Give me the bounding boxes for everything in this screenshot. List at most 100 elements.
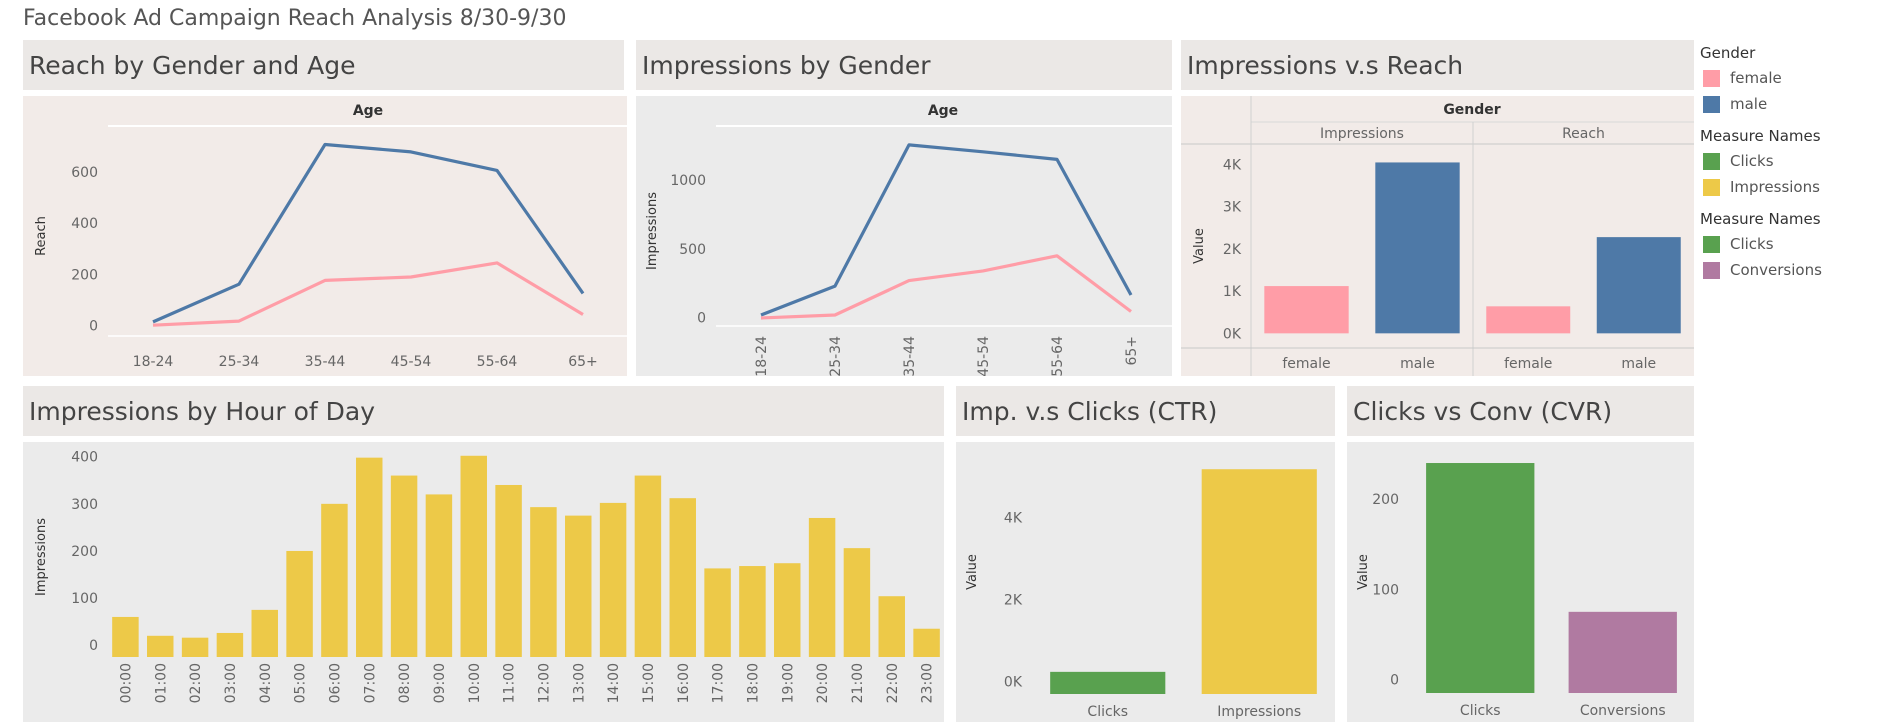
x-tick-label: 14:00: [606, 663, 622, 703]
x-tick-label: male: [1400, 356, 1435, 372]
hourly-panel-title: Impressions by Hour of Day: [23, 386, 944, 436]
legend-item-male[interactable]: male: [1700, 91, 1890, 117]
y-tick-label: 2K: [1223, 242, 1242, 258]
x-tick-label: 18:00: [745, 663, 761, 703]
hour-bar: [147, 635, 174, 657]
conversions-bar: [1568, 611, 1677, 693]
impressions-swatch: [1703, 178, 1720, 196]
hour-bar: [356, 457, 383, 657]
x-tick-label: 22:00: [885, 663, 901, 703]
y-tick-label: 0K: [1004, 675, 1023, 691]
x-tick-label: 08:00: [397, 663, 413, 703]
ctr-chart: 0K 2K 4K Value Clicks Impressions: [956, 442, 1335, 722]
chart-svg: 0 100 200 300 400 Impressions 00:00 01:00 02:00 0…: [34, 450, 940, 703]
legend-item-conversions[interactable]: Conversions: [1700, 257, 1890, 283]
y-tick-label: 4K: [1223, 158, 1242, 174]
x-tick-label: 65+: [1124, 336, 1140, 366]
legend-measure-title: Measure Names: [1700, 127, 1821, 145]
chart-svg: Gender 0K 1K 2K 3K 4K Value Impressions female ma…: [1181, 96, 1694, 376]
hour-bar: [530, 507, 557, 657]
x-tick-label: female: [1282, 356, 1330, 372]
y-tick-label: 200: [71, 267, 98, 283]
dashboard-title: Facebook Ad Campaign Reach Analysis 8/30…: [23, 6, 567, 31]
x-tick-label: 35-44: [902, 336, 918, 376]
hour-bar: [286, 550, 313, 657]
chart-svg: Age 0 500 1000 Impressions 18-24 25-34 35-44 45-…: [645, 103, 1172, 376]
x-tick-label: 25-34: [219, 354, 260, 370]
legend-panel: Gender female male Measure Names Clicks …: [1700, 38, 1890, 283]
x-tick-label: 17:00: [711, 663, 727, 703]
x-tick-label: 45-54: [391, 354, 432, 370]
impressions-gender-panel-title: Impressions by Gender: [636, 40, 1172, 90]
hour-bar: [425, 494, 453, 657]
conversions-swatch: [1703, 261, 1720, 279]
y-tick-label: 0: [1390, 672, 1399, 688]
male-bar: [1375, 162, 1460, 334]
y-axis-title: Impressions: [645, 192, 660, 270]
x-tick-label: 55-64: [1050, 336, 1066, 376]
legend-item-label: female: [1730, 69, 1782, 87]
hour-bar: [843, 548, 871, 657]
chart-svg: Age 0 200 400 600 Reach 18-24 25-34 35-44 45-54 55…: [34, 103, 627, 370]
y-tick-label: 600: [71, 165, 98, 181]
legend-measure-title-2: Measure Names: [1700, 210, 1821, 228]
hour-bar: [460, 455, 487, 657]
ctr-panel-title: Imp. v.s Clicks (CTR): [956, 386, 1335, 436]
y-tick-label: 2K: [1004, 593, 1023, 609]
x-tick-label: 10:00: [467, 663, 483, 703]
chart-header: Age: [928, 103, 958, 119]
x-tick-label: 03:00: [223, 663, 239, 703]
cvr-chart: 0 100 200 Value Clicks Conversions: [1347, 442, 1694, 722]
chart-header: Gender: [1443, 102, 1500, 118]
y-tick-label: 0: [89, 638, 98, 654]
x-tick-label: female: [1504, 356, 1552, 372]
hour-bar: [739, 566, 766, 657]
hour-bar: [599, 502, 627, 657]
clicks-swatch: [1703, 152, 1720, 170]
clicks-bar: [1050, 671, 1166, 694]
legend-item-clicks-2[interactable]: Clicks: [1700, 231, 1890, 257]
legend-item-label: Clicks: [1730, 152, 1774, 170]
y-tick-label: 0K: [1223, 326, 1242, 342]
impressions-gender-chart: Age 0 500 1000 Impressions 18-24 25-34 35-44 45-…: [636, 96, 1172, 376]
female-bar: [1264, 286, 1349, 334]
legend-item-clicks[interactable]: Clicks: [1700, 148, 1890, 174]
y-tick-label: 0: [697, 311, 706, 327]
y-tick-label: 400: [71, 216, 98, 232]
hour-bar: [112, 616, 139, 657]
legend-item-female[interactable]: female: [1700, 65, 1890, 91]
y-tick-label: 4K: [1004, 511, 1023, 527]
male-series-line: [152, 142, 585, 324]
legend-item-label: male: [1730, 95, 1768, 113]
legend-gender-title: Gender: [1700, 44, 1756, 62]
male-swatch: [1703, 95, 1720, 113]
x-tick-label: 15:00: [641, 663, 657, 703]
clicks-swatch: [1703, 235, 1720, 253]
imp-vs-reach-panel-title: Impressions v.s Reach: [1181, 40, 1694, 90]
legend-item-label: Impressions: [1730, 178, 1820, 196]
x-tick-label: Clicks: [1087, 704, 1128, 720]
hour-bar: [669, 498, 696, 657]
y-tick-label: 400: [71, 450, 98, 466]
x-tick-label: 09:00: [432, 663, 448, 703]
x-tick-label: 23:00: [920, 663, 936, 703]
hour-bar: [878, 596, 905, 657]
x-tick-label: 35-44: [305, 354, 346, 370]
x-tick-label: 13:00: [571, 663, 587, 703]
chart-svg: 0K 2K 4K Value Clicks Impressions: [965, 469, 1317, 720]
female-series-line: [760, 254, 1132, 320]
hour-bar: [704, 568, 731, 657]
y-tick-label: 1000: [670, 173, 706, 189]
x-tick-label: 07:00: [362, 663, 378, 703]
x-tick-label: 19:00: [780, 663, 796, 703]
imp-vs-reach-chart: Gender 0K 1K 2K 3K 4K Value Impressions female ma…: [1181, 96, 1694, 376]
x-tick-label: 06:00: [327, 663, 343, 703]
y-axis-title: Impressions: [34, 518, 49, 596]
legend-item-impressions[interactable]: Impressions: [1700, 174, 1890, 200]
hour-bar: [808, 517, 836, 657]
x-tick-label: 11:00: [502, 663, 518, 703]
hour-bar: [181, 637, 209, 657]
y-tick-label: 1K: [1223, 284, 1242, 300]
legend-item-label: Conversions: [1730, 261, 1822, 279]
male-bar: [1596, 237, 1681, 334]
